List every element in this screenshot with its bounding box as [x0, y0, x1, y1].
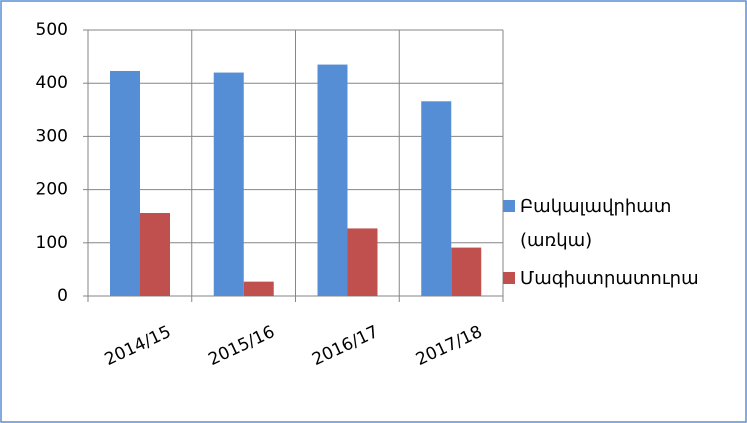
x-tick-label: 2015/16	[205, 322, 277, 370]
y-tick-label: 100	[36, 233, 68, 253]
bar	[110, 70, 140, 297]
bar	[243, 281, 274, 296]
legend-swatch	[503, 200, 515, 212]
legend-label: Մագիստրատուրա	[520, 268, 699, 289]
legend-swatch	[503, 272, 515, 284]
bar	[347, 228, 378, 296]
y-tick-label: 0	[57, 286, 68, 306]
y-tick-label: 500	[36, 20, 68, 40]
bar	[213, 72, 244, 296]
bar	[140, 213, 170, 296]
y-tick-label: 300	[36, 126, 68, 146]
bar	[317, 64, 348, 296]
x-tick-label: 2014/15	[102, 322, 174, 370]
y-tick-label: 400	[36, 73, 68, 93]
x-tick-label: 2016/17	[309, 322, 381, 370]
bar	[451, 247, 482, 296]
bar	[421, 101, 452, 297]
legend-label: Բակալավրիատ (առկա)	[520, 196, 672, 251]
x-tick-label: 2017/18	[413, 322, 485, 370]
y-tick-label: 200	[36, 180, 68, 200]
